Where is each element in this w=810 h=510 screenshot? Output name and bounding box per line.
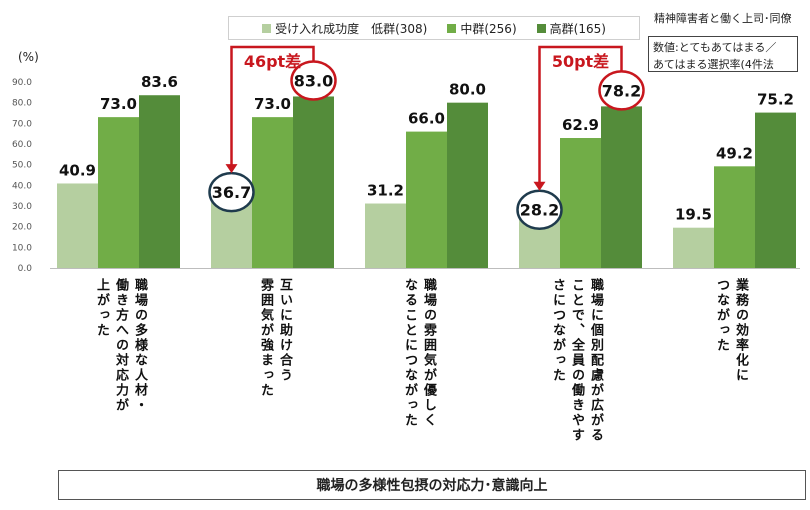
bar: [560, 138, 601, 268]
bar: [447, 102, 488, 269]
difference-bracket: [538, 45, 623, 184]
y-axis-unit: (%): [18, 50, 39, 64]
note-line-2: あてはまる選択率(4件法: [653, 58, 774, 71]
bar: [714, 166, 755, 268]
legend-label-mid: 中群(256): [460, 21, 517, 36]
bar: [98, 117, 139, 268]
legend-item-low: 受け入れ成功度 低群(308): [262, 20, 427, 37]
value-label: 49.2: [716, 144, 753, 162]
chart-footer-title: 職場の多様性包摂の対応力･意識向上: [58, 470, 806, 500]
bar: [57, 183, 98, 268]
difference-arrowhead: [533, 181, 546, 191]
category-label: 互いに助け合う 雰囲気が強まった: [258, 278, 292, 398]
y-tick-label: 40.0: [12, 181, 32, 191]
category-label: 業務の効率化に つながった: [714, 278, 748, 383]
legend-item-mid: 中群(256): [447, 20, 517, 37]
bar: [139, 95, 180, 268]
legend-swatch-mid: [447, 23, 457, 33]
note-line-1: 数値:とてもあてはまる／: [653, 41, 777, 54]
bar: [293, 96, 334, 268]
legend-swatch-low: [262, 23, 272, 33]
y-tick-label: 70.0: [12, 119, 32, 129]
note-box: 数値:とてもあてはまる／ あてはまる選択率(4件法: [648, 36, 798, 72]
y-tick-label: 50.0: [12, 161, 32, 171]
value-label: 73.0: [254, 95, 291, 113]
y-tick-label: 0.0: [18, 264, 33, 274]
difference-label: 50pt差: [552, 52, 609, 71]
legend-swatch-high: [536, 23, 546, 33]
category-label: 職場の雰囲気が優しく なることにつながった: [402, 278, 436, 428]
y-tick-label: 10.0: [12, 243, 32, 253]
value-label: 73.0: [100, 95, 137, 113]
category-label: 職場の多様な人材・ 働き方への対応力が 上がった: [94, 278, 147, 413]
value-label: 83.0: [294, 71, 333, 90]
value-label: 62.9: [562, 116, 599, 134]
bar: [406, 131, 447, 268]
value-label: 80.0: [449, 81, 486, 99]
legend-label-high: 高群(165): [549, 21, 606, 36]
chart-legend: 受け入れ成功度 低群(308) 中群(256) 高群(165): [228, 16, 640, 40]
bar: [673, 227, 714, 268]
respondent-title: 精神障害者と働く上司･同僚: [654, 12, 792, 25]
value-label: 19.5: [675, 206, 712, 224]
value-label: 78.2: [602, 81, 641, 100]
difference-label: 46pt差: [244, 52, 301, 71]
value-label: 75.2: [757, 91, 794, 109]
category-label: 職場に個別配慮が広がる ことで、全員の働きやす さにつながった: [550, 278, 603, 443]
value-label: 31.2: [367, 182, 404, 200]
bar: [755, 112, 796, 268]
value-label: 28.2: [520, 201, 559, 220]
y-tick-label: 80.0: [12, 99, 32, 109]
value-label: 40.9: [59, 161, 96, 179]
y-tick-label: 20.0: [12, 223, 32, 233]
value-label: 66.0: [408, 110, 445, 128]
legend-label-low: 受け入れ成功度 低群(308): [275, 21, 428, 36]
bar: [601, 106, 642, 269]
difference-bracket: [230, 45, 315, 167]
legend-item-high: 高群(165): [536, 20, 606, 37]
difference-arrowhead: [225, 164, 238, 174]
y-tick-label: 90.0: [12, 78, 32, 88]
value-label: 36.7: [212, 183, 251, 202]
bar: [365, 203, 406, 268]
bar: [252, 117, 293, 268]
y-tick-label: 60.0: [12, 140, 32, 150]
value-label: 83.6: [141, 73, 178, 91]
y-tick-label: 30.0: [12, 202, 32, 212]
